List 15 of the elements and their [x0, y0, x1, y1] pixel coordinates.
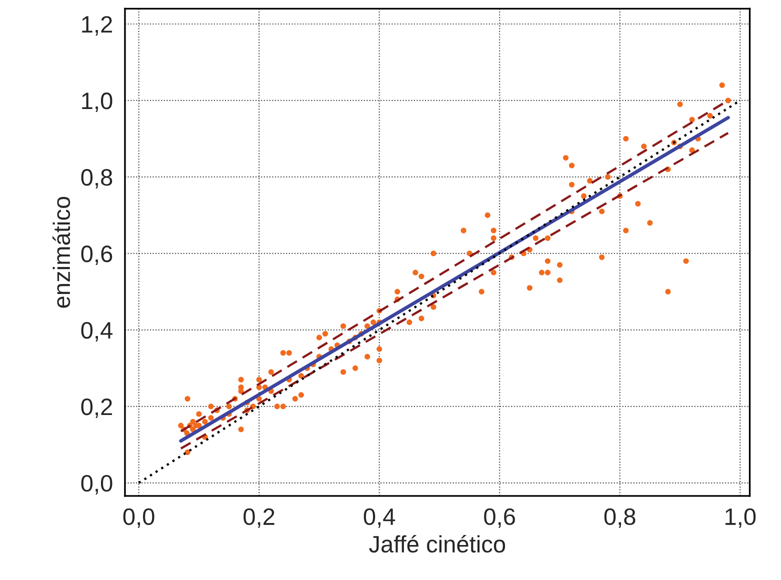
x-tick-label: 0,2: [244, 508, 274, 528]
x-tick-label: 0,0: [123, 508, 154, 528]
x-axis-title: Jaffé cinético: [369, 534, 506, 553]
y-tick-label: 0,8: [81, 169, 112, 189]
y-tick-label: 0,4: [81, 322, 112, 342]
x-tick-label: 0,6: [484, 508, 515, 528]
x-tick-label: 0,4: [364, 508, 396, 528]
y-axis-title: enzimático: [52, 196, 70, 308]
y-tick-label: 0,6: [81, 246, 112, 266]
x-tick-label: 0,8: [604, 508, 636, 528]
y-tick-label: 1,2: [82, 16, 112, 36]
y-tick-label: 0,0: [81, 474, 112, 494]
x-tick-label: 1,0: [726, 508, 756, 528]
y-tick-label: 0,2: [81, 398, 112, 418]
y-tick-label: 1,0: [82, 92, 112, 112]
